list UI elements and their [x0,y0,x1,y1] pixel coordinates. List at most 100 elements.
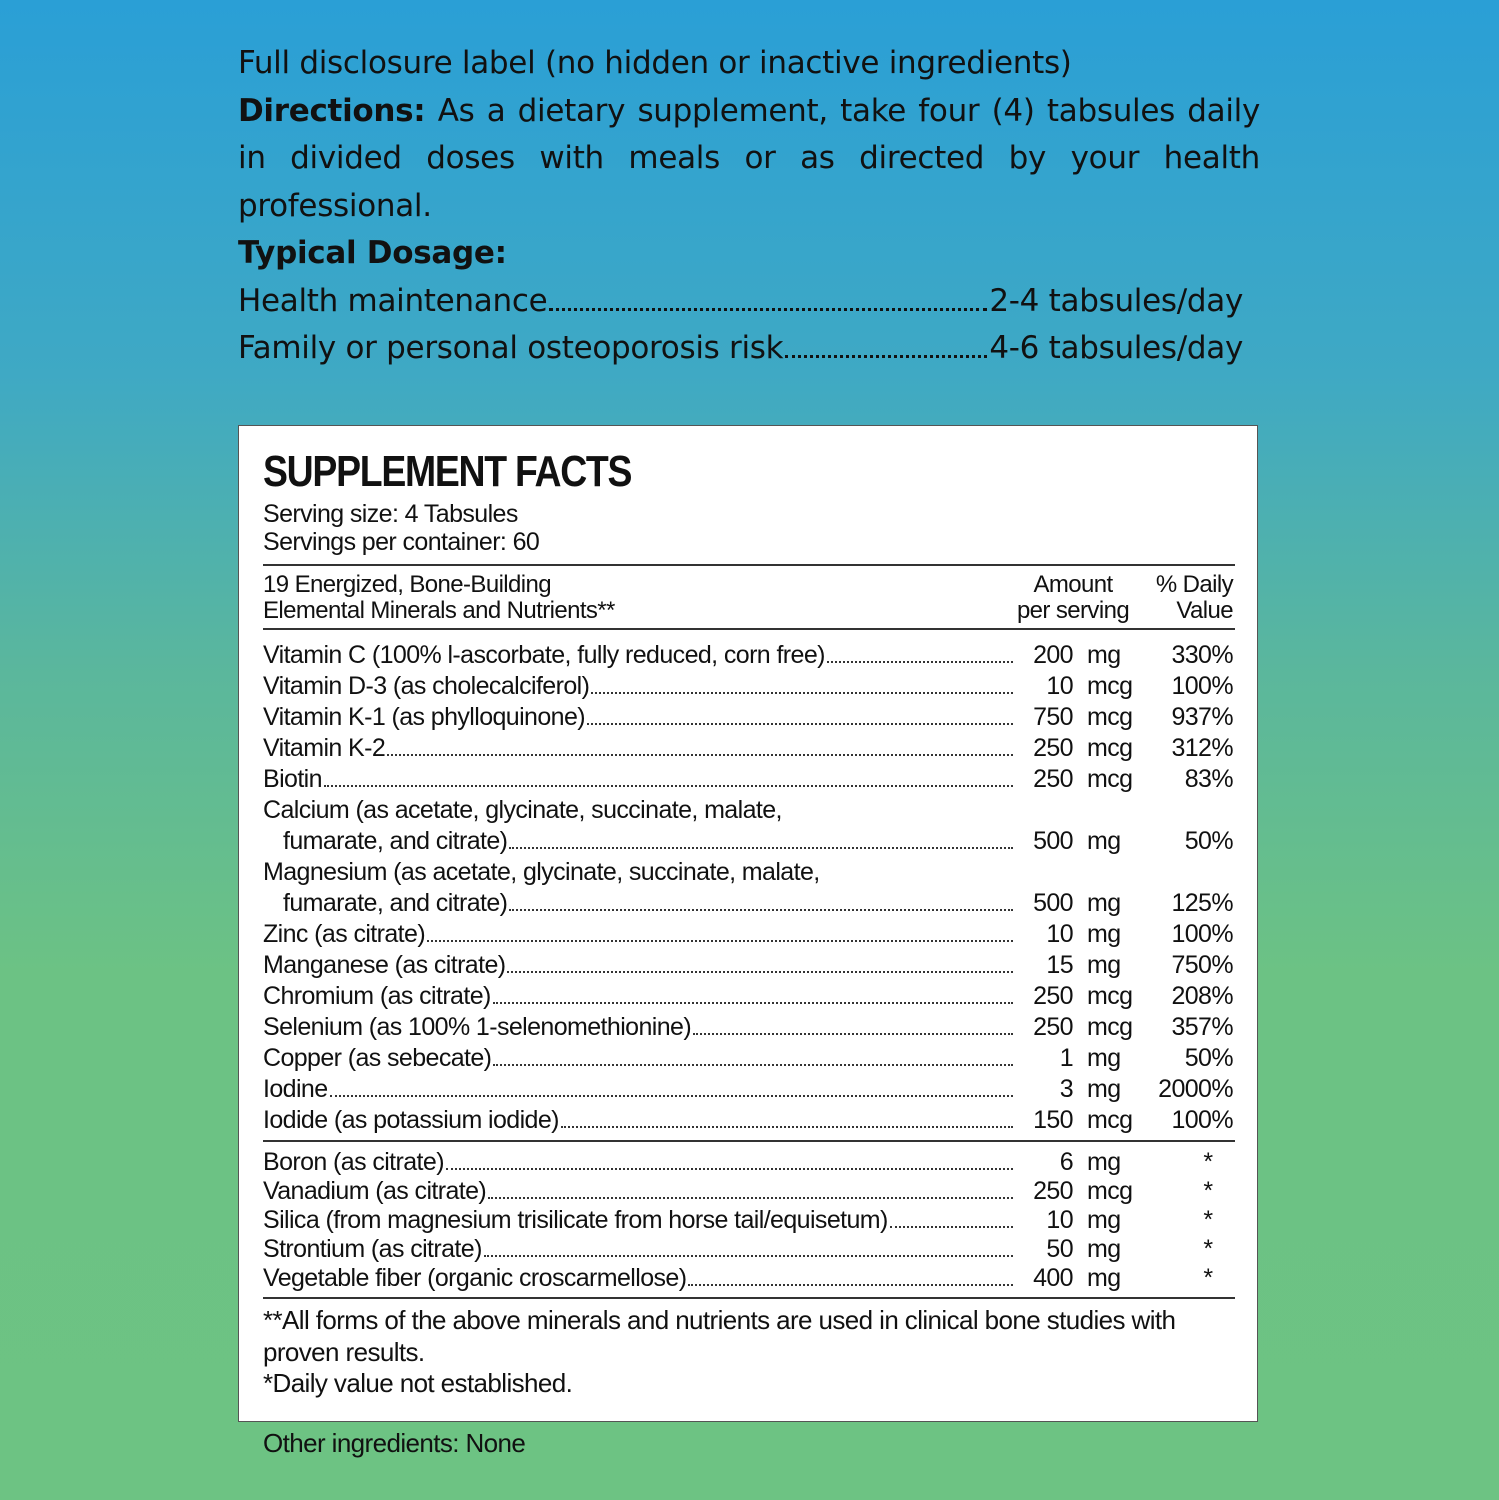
nutrient-row: Vanadium (as citrate) 250 mcg * [263,1177,1233,1206]
daily-value: 83% [1184,765,1234,793]
unit: mcg [1087,1106,1133,1134]
unit: mcg [1087,765,1133,793]
unit: mg [1087,889,1121,917]
daily-value: 357% [1171,1013,1233,1041]
daily-value: 2000% [1158,1075,1233,1103]
unit: mg [1087,1044,1121,1072]
unit: mg [1087,1075,1121,1103]
daily-value: 208% [1171,982,1233,1010]
amount: 250 [1033,734,1074,762]
directions-text: As a dietary supplement, take four (4) t… [238,92,1260,224]
dot-leader [329,1095,1013,1097]
unit: mg [1087,1148,1121,1176]
unit: mcg [1087,982,1133,1010]
daily-value: 937% [1171,703,1233,731]
daily-value: 100% [1171,1106,1233,1134]
unit: mcg [1087,672,1133,700]
other-ingredients: Other ingredients: None [263,1428,526,1458]
directions-label: Directions: [238,92,426,129]
daily-value: * [1203,1206,1213,1234]
serving-info: Serving size: 4 Tabsules Servings per co… [263,500,1233,556]
disclosure-text: Full disclosure label (no hidden or inac… [238,45,1072,81]
nutrient-row: Boron (as citrate) 6 mg * [263,1148,1233,1177]
amount: 500 [1033,827,1074,855]
daily-value: 100% [1171,672,1233,700]
amount: 250 [1033,1177,1074,1205]
amount: 250 [1033,765,1074,793]
divider [263,628,1235,630]
directions: Directions: As a dietary supplement, tak… [238,88,1260,231]
servings-per-container: Servings per container: 60 [263,528,540,556]
unit: mg [1087,920,1121,948]
dosage-row: Family or personal osteoporosis risk 4-6 … [238,330,1243,366]
dot-leader [509,847,1013,849]
unit: mcg [1087,734,1133,762]
dot-leader [560,1126,1013,1128]
amount: 250 [1033,1013,1074,1041]
dot-leader [509,909,1013,911]
dot-leader [493,1064,1013,1066]
nutrient-row: Strontium (as citrate) 50 mg * [263,1235,1233,1264]
amount: 1 [1059,1044,1074,1072]
dot-leader [427,940,1013,942]
unit: mg [1087,1264,1121,1292]
daily-value: * [1203,1148,1213,1176]
facts-title: SUPPLEMENT FACTS [263,447,632,496]
daily-value: 312% [1171,734,1233,762]
amount: 10 [1046,920,1073,948]
dot-leader [483,1255,1013,1257]
footnote-studies: **All forms of the above minerals and nu… [263,1305,1176,1367]
divider [263,564,1235,566]
other-nutrient-list: Boron (as citrate) 6 mg * Vanadium (as citra… [263,1142,1233,1297]
dot-leader [826,661,1013,663]
nutrient-row: Iodine 3 mg 2000% [263,1075,1234,1103]
daily-value: 50% [1184,827,1234,855]
nutrient-row: Silica (from magnesium trisilicate from … [263,1206,1233,1235]
daily-value: 750% [1171,951,1233,979]
unit: mg [1087,827,1121,855]
amount: 200 [1033,641,1074,669]
amount: 500 [1033,889,1074,917]
nutrient-row: Copper (as sebecate) 1 mg 50% [263,1044,1234,1072]
dot-leader [693,1033,1013,1035]
intro-text: Full disclosure label (no hidden or inac… [238,40,1260,373]
dot-leader [323,785,1013,787]
dot-leader [387,754,1013,756]
nutrient-row: Vitamin K-1 (as phylloquinone) 750 mcg 937% [263,703,1234,731]
unit: mg [1087,1206,1121,1234]
nutrient-list: Vitamin C (100% l-ascorbate, fully reduc… [263,630,1234,1136]
amount: 15 [1046,951,1073,979]
amount: 10 [1046,1206,1073,1234]
daily-value: * [1203,1177,1213,1205]
nutrient-row: Vitamin K-2 250 mcg 312% [263,734,1234,762]
amount: 750 [1033,703,1074,731]
dot-leader [488,1197,1013,1199]
unit: mg [1087,1235,1121,1263]
dot-leader [507,971,1013,973]
nutrient-row: fumarate, and citrate) 500 mg 125% [283,889,1234,917]
nutrient-name-line: Calcium (as acetate, glycinate, succinat… [263,796,782,824]
nutrient-row: Selenium (as 100% 1-selenomethionine) 250… [263,1013,1234,1041]
serving-size: Serving size: 4 Tabsules [263,500,518,528]
nutrient-row: Vitamin C (100% l-ascorbate, fully reduc… [263,641,1234,669]
unit: mg [1087,951,1121,979]
unit: mg [1087,641,1121,669]
dot-leader [492,1002,1013,1004]
daily-value: 100% [1171,920,1233,948]
nutrient-row: Vitamin D-3 (as cholecalciferol) 10 mcg 100… [263,672,1234,700]
table-header: 19 Energized, Bone-Building Elemental Min… [263,571,1234,624]
amount: 6 [1059,1148,1074,1176]
nutrient-row: Iodide (as potassium iodide) 150 mcg 100% [263,1106,1234,1134]
unit: mcg [1087,703,1133,731]
dot-leader [591,692,1013,694]
nutrient-row: Manganese (as citrate) 15 mg 750% [263,951,1234,979]
amount: 400 [1033,1264,1074,1292]
amount: 150 [1033,1106,1074,1134]
dot-leader [688,1284,1013,1286]
amount: 50 [1046,1235,1073,1263]
nutrient-row: Chromium (as citrate) 250 mcg 208% [263,982,1234,1010]
amount: 3 [1059,1075,1074,1103]
nutrient-row: fumarate, and citrate) 500 mg 50% [283,827,1234,855]
footnotes: **All forms of the above minerals and nu… [263,1299,1233,1400]
amount: 250 [1033,982,1074,1010]
